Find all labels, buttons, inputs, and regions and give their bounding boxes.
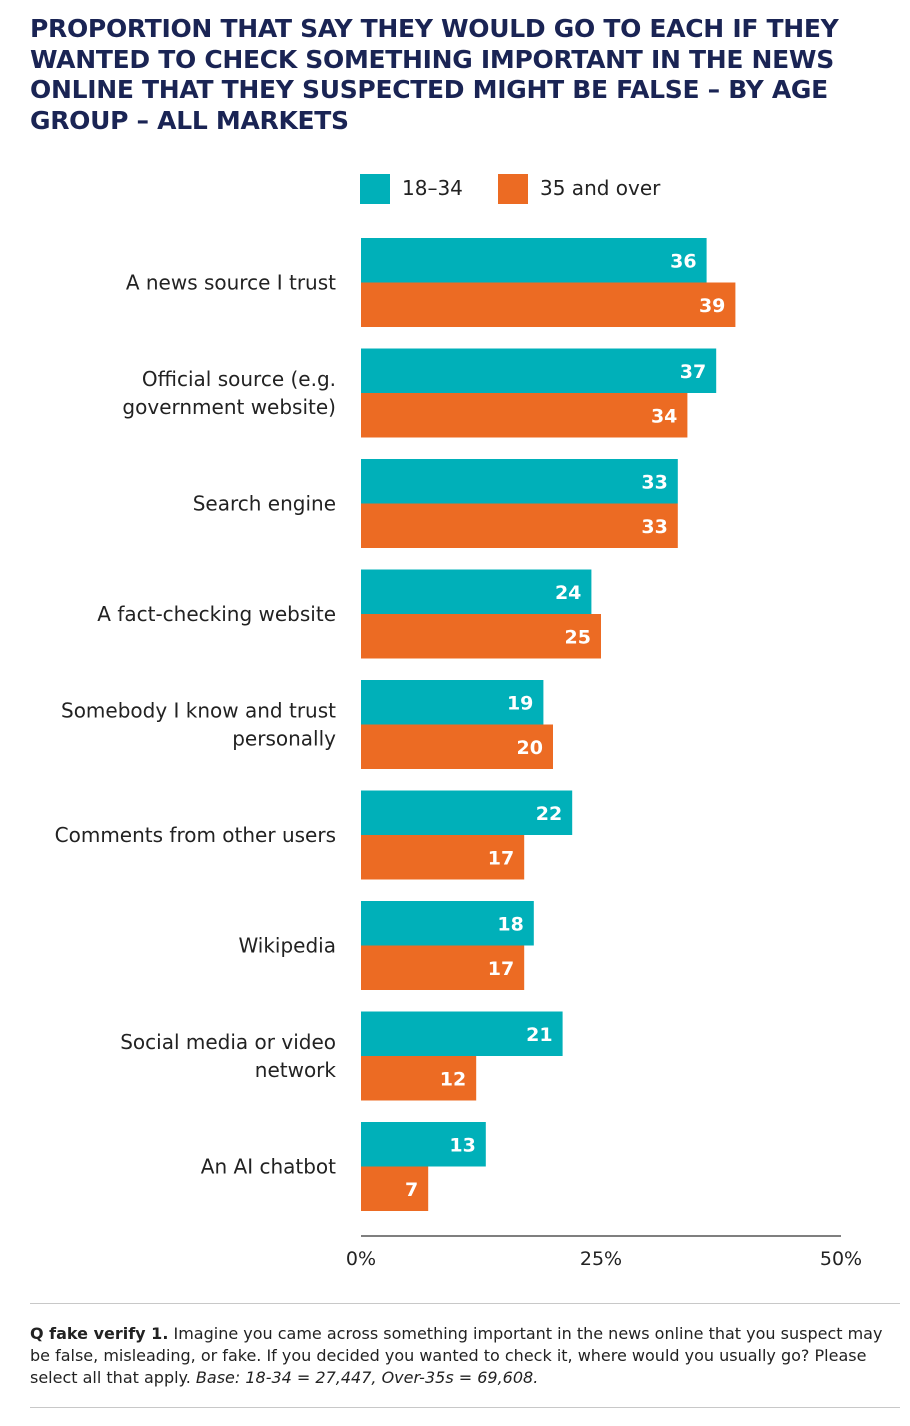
- data-label-18-34-3: 33: [641, 471, 667, 493]
- bar-18-34-2: [361, 348, 717, 393]
- bar-35-and-over-8: [361, 1056, 477, 1101]
- bar-18-34-8: [361, 1011, 563, 1056]
- bar-18-34-9: [361, 1122, 486, 1167]
- bar-35-and-over-9: [361, 1166, 429, 1211]
- data-label-35-and-over-7: 17: [488, 958, 514, 980]
- footnote-question-text: Imagine you came across something import…: [30, 1324, 883, 1387]
- footnote: Q fake verify 1. Imagine you came across…: [30, 1323, 900, 1389]
- data-label-18-34-7: 18: [497, 913, 523, 935]
- category-label-8: Social media or video network: [120, 1030, 336, 1082]
- data-label-18-34-9: 13: [449, 1134, 475, 1156]
- chart-title: PROPORTION THAT SAY THEY WOULD GO TO EAC…: [30, 14, 839, 135]
- data-label-35-and-over-3: 33: [641, 516, 667, 538]
- data-label-18-34-6: 22: [536, 803, 562, 825]
- footnote-base: Base: 18-34 = 27,447, Over-35s = 69,608.: [195, 1368, 539, 1387]
- category-label-3: Search engine: [193, 492, 336, 516]
- data-label-18-34-4: 24: [555, 582, 581, 604]
- footnote-bottom-divider: [30, 1407, 900, 1408]
- category-label-1: A news source I trust: [126, 271, 336, 295]
- data-label-18-34-5: 19: [507, 692, 533, 714]
- bar-18-34-4: [361, 569, 592, 614]
- data-label-35-and-over-9: 7: [405, 1179, 418, 1201]
- data-label-35-and-over-2: 34: [651, 405, 677, 427]
- bar-35-and-over-2: [361, 393, 688, 438]
- category-label-5: Somebody I know and trust personally: [61, 699, 336, 751]
- category-label-7: Wikipedia: [238, 934, 336, 958]
- x-tick-label-3: 50%: [820, 1248, 862, 1270]
- data-label-18-34-2: 37: [680, 361, 706, 383]
- x-tick-label-1: 0%: [346, 1248, 376, 1270]
- category-label-9: An AI chatbot: [201, 1155, 336, 1179]
- legend-swatch-18-34: [360, 174, 390, 204]
- bar-18-34-1: [361, 238, 707, 283]
- x-tick-label-2: 25%: [580, 1248, 622, 1270]
- data-label-18-34-8: 21: [526, 1024, 552, 1046]
- data-label-18-34-1: 36: [670, 250, 696, 272]
- bar-35-and-over-3: [361, 503, 678, 548]
- bar-18-34-3: [361, 459, 678, 504]
- bar-18-34-6: [361, 790, 573, 835]
- bar-35-and-over-1: [361, 282, 736, 327]
- legend-label-18-34: 18–34: [402, 176, 463, 200]
- category-label-4: A fact-checking website: [97, 602, 336, 626]
- bar-35-and-over-6: [361, 835, 525, 880]
- data-label-35-and-over-1: 39: [699, 295, 725, 317]
- footnote-top-divider: [30, 1303, 900, 1304]
- data-label-35-and-over-6: 17: [488, 847, 514, 869]
- category-label-2: Official source (e.g. government website): [122, 367, 336, 419]
- category-label-6: Comments from other users: [55, 823, 336, 847]
- bar-18-34-7: [361, 901, 534, 946]
- bar-18-34-5: [361, 680, 544, 725]
- bar-35-and-over-7: [361, 945, 525, 990]
- data-label-35-and-over-5: 20: [517, 737, 543, 759]
- legend-swatch-35-and-over: [498, 174, 528, 204]
- footnote-question-label: Q fake verify 1.: [30, 1324, 169, 1343]
- data-label-35-and-over-4: 25: [565, 626, 591, 648]
- bar-35-and-over-4: [361, 614, 601, 659]
- bar-35-and-over-5: [361, 724, 553, 769]
- legend-label-35-and-over: 35 and over: [540, 176, 661, 200]
- data-label-35-and-over-8: 12: [440, 1068, 466, 1090]
